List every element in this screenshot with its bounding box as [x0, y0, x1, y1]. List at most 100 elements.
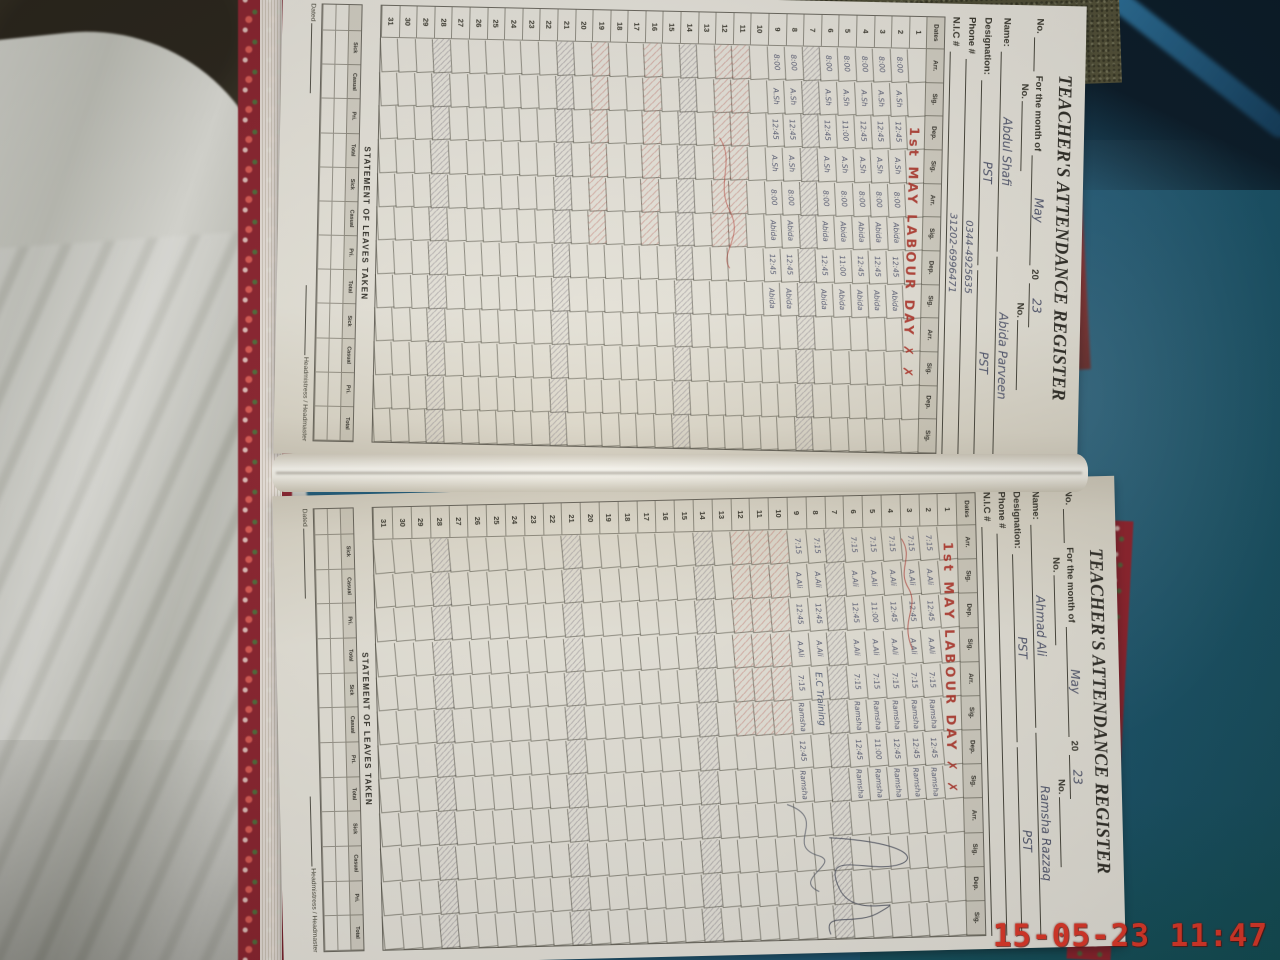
attendance-cell: [528, 774, 551, 811]
attendance-cell: [447, 173, 467, 209]
attendance-cell: A.Ali: [920, 627, 943, 664]
attendance-cell: [745, 213, 765, 248]
leaves-column-header: Total: [343, 638, 358, 674]
attendance-cell: [674, 565, 697, 602]
attendance-cell: [794, 382, 815, 418]
attendance-cell: [604, 244, 624, 279]
attendance-cell: [416, 777, 439, 813]
attendance-cell: [888, 867, 911, 904]
attendance-cell: [569, 875, 592, 912]
attendance-cell: Ramsha: [848, 766, 871, 803]
attendance-cell: [640, 177, 661, 213]
attendance-cell: 12:45: [881, 594, 904, 631]
attendance-cell: [565, 739, 588, 775]
leaves-column-header: Total: [346, 776, 361, 812]
attendance-cell: [414, 38, 435, 73]
attendance-cell: [532, 310, 552, 345]
attendance-cell: [392, 572, 415, 609]
attendance-cell: [379, 812, 402, 848]
attendance-cell: [533, 242, 554, 278]
column-header: Arr.: [959, 661, 980, 697]
attendance-cell: [425, 375, 445, 410]
attendance-cell: [659, 144, 679, 179]
attendance-cell: A.Ali: [787, 562, 809, 599]
nic-value: 31202-6996471: [945, 212, 959, 294]
date-cell: 30: [398, 6, 417, 39]
attendance-cell: [926, 901, 949, 938]
date-cell: 15: [673, 500, 694, 533]
attendance-cell: [601, 378, 621, 414]
column-header: Arr.: [922, 183, 942, 218]
attendance-cell: [550, 876, 573, 913]
attendance-cell: [515, 276, 535, 311]
attendance-cell: [538, 40, 558, 76]
attendance-cell: A.Sh: [871, 81, 891, 116]
attendance-cell: [514, 309, 535, 345]
date-cell: 30: [391, 506, 412, 540]
leaves-column-header: Pri.: [343, 235, 357, 271]
date-cell: 24: [504, 504, 525, 537]
attendance-cell: [375, 239, 395, 274]
attendance-cell: [726, 280, 746, 315]
attendance-cell: [598, 533, 621, 570]
attendance-table: Dates Arr. Sig. Dep. Sig. Arr. Sig. Dep. Sig. Arr…: [372, 492, 987, 951]
spine-crease: [276, 472, 1082, 474]
attendance-cell: [924, 798, 947, 835]
attendance-cell: [626, 42, 646, 78]
attendance-cell: [588, 142, 608, 178]
attendance-cell: [393, 606, 416, 643]
leaves-column-header: Casual: [343, 201, 358, 237]
attendance-cell: [899, 418, 919, 454]
date-cell: 18: [617, 501, 638, 534]
attendance-cell: [550, 310, 570, 345]
attendance-cell: 7:15: [861, 526, 884, 563]
attendance-cell: [850, 834, 873, 871]
leaves-cell: [331, 167, 346, 202]
attendance-cell: [829, 766, 852, 803]
attendance-cell: [603, 277, 623, 313]
attendance-cell: [635, 532, 658, 569]
attendance-cell: [730, 78, 751, 113]
attendance-cell: [410, 537, 433, 574]
attendance-cell: [470, 673, 493, 709]
attendance-cell: [553, 142, 573, 177]
attendance-cell: [468, 604, 491, 641]
attendance-cell: [391, 340, 411, 376]
attendance-cell: [487, 604, 510, 641]
register-right-page: TEACHER'S ATTENDANCE REGISTER No. For th…: [272, 475, 1126, 960]
attendance-cell: [767, 529, 790, 565]
leaves-cell: [314, 337, 329, 373]
attendance-cell: [714, 667, 737, 703]
leaves-column-header: Pri.: [345, 99, 360, 134]
attendance-cell: [700, 872, 723, 909]
attendance-cell: [498, 242, 518, 277]
attendance-cell: [656, 278, 676, 314]
attendance-cell: A.Ali: [901, 628, 924, 665]
attendance-cell: [443, 375, 463, 411]
attendance-cell: 12:45: [903, 730, 926, 767]
attendance-cell: [565, 411, 585, 447]
date-cell: 12: [715, 12, 734, 46]
attendance-cell: [395, 709, 418, 745]
attendance-cell: [642, 110, 662, 145]
attendance-cell: [417, 845, 440, 882]
attendance-cell: [673, 531, 696, 568]
attendance-cell: [488, 672, 511, 709]
attendance-cell: 12:45: [762, 247, 782, 283]
attendance-cell: [473, 809, 496, 846]
attendance-cell: 12:45: [806, 596, 829, 633]
attendance-cell: [869, 868, 892, 905]
attendance-cell: [392, 273, 412, 308]
attendance-cell: [509, 740, 532, 777]
attendance-cell: [427, 274, 447, 309]
attendance-cell: [620, 311, 640, 347]
attendance-cell: [381, 880, 404, 917]
leaves-cell: [315, 303, 330, 339]
attendance-cell: [848, 350, 868, 385]
attendance-cell: 7:15: [921, 662, 944, 698]
attendance-cell: [453, 776, 476, 812]
attendance-cell: [483, 106, 504, 142]
attendance-cell: [730, 112, 750, 147]
attendance-cell: [518, 141, 538, 176]
